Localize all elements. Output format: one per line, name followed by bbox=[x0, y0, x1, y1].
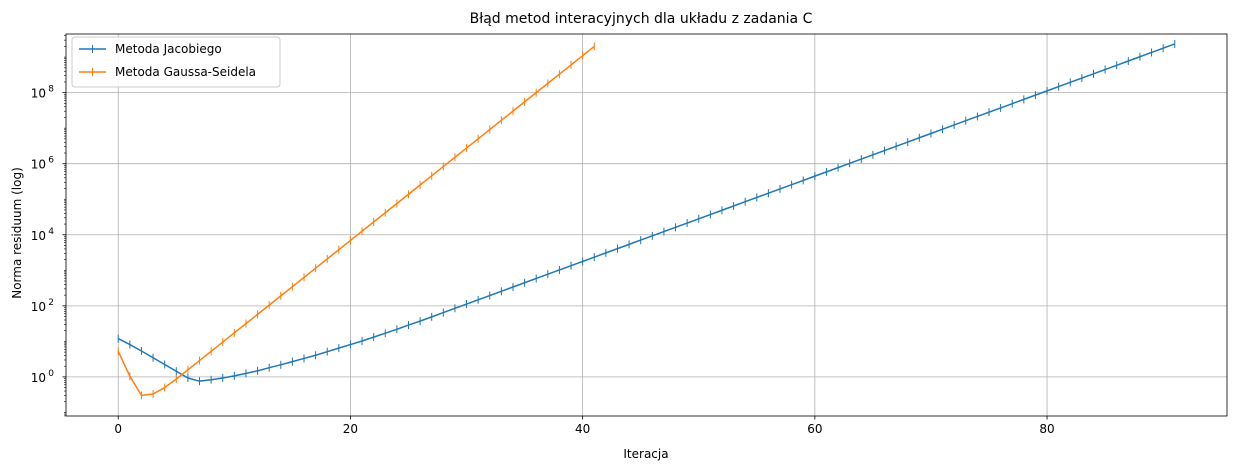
x-tick-label: 60 bbox=[807, 422, 822, 436]
x-axis-label: Iteracja bbox=[623, 447, 668, 461]
x-tick-label: 80 bbox=[1039, 422, 1054, 436]
y-tick-label: 10 bbox=[31, 229, 46, 243]
x-tick-label: 20 bbox=[343, 422, 358, 436]
y-tick-exponent: 6 bbox=[48, 156, 54, 166]
y-tick-exponent: 8 bbox=[48, 85, 54, 95]
plot-frame bbox=[65, 33, 1228, 417]
chart-title: Błąd metod interacyjnych dla układu z za… bbox=[470, 11, 813, 27]
y-tick-label: 10 bbox=[31, 371, 46, 385]
legend-box bbox=[71, 36, 281, 88]
series-gauss-seidel bbox=[117, 42, 595, 400]
y-tick-exponent: 4 bbox=[48, 227, 54, 237]
series-line bbox=[117, 43, 1176, 382]
y-tick-exponent: 0 bbox=[48, 369, 54, 379]
legend-label-gauss-seidel: Metoda Gaussa-Seidela bbox=[115, 65, 256, 79]
legend-label-jacobi: Metoda Jacobiego bbox=[115, 42, 222, 56]
series-layer bbox=[117, 39, 1176, 400]
y-tick-exponent: 2 bbox=[48, 298, 54, 308]
y-axis-label: Norma residuum (log) bbox=[10, 167, 24, 299]
x-tick-label: 40 bbox=[575, 422, 590, 436]
legend: Metoda Jacobiego Metoda Gaussa-Seidela bbox=[71, 36, 281, 88]
series-line bbox=[117, 45, 595, 397]
y-tick-label: 10 bbox=[31, 158, 46, 172]
y-tick-label: 10 bbox=[31, 300, 46, 314]
y-tick-label: 10 bbox=[31, 87, 46, 101]
series-jacobi bbox=[117, 39, 1176, 386]
grid bbox=[66, 34, 1227, 416]
x-tick-label: 0 bbox=[114, 422, 122, 436]
